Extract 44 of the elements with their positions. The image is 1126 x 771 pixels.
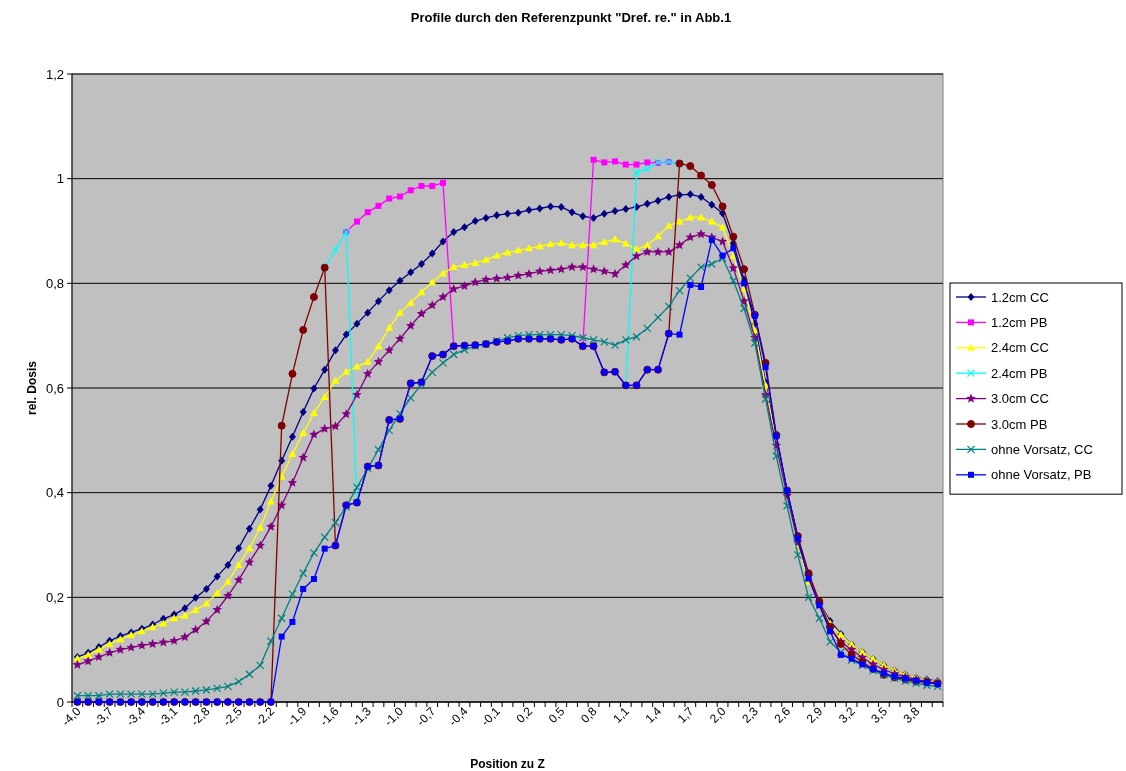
x-tick-label: 0,2 xyxy=(513,704,536,726)
x-tick-label: -1,6 xyxy=(317,704,342,729)
y-tick-label: 0 xyxy=(56,694,64,710)
x-tick-label: 3,8 xyxy=(900,704,923,726)
legend-label: 1.2cm CC xyxy=(991,289,1049,305)
x-tick-label: -3,4 xyxy=(123,704,149,729)
x-tick-label: 2,6 xyxy=(771,704,794,726)
x-tick-label: 1,4 xyxy=(642,704,665,726)
legend-label: 2.4cm CC xyxy=(991,340,1049,356)
legend-label: ohne Vorsatz, PB xyxy=(991,467,1092,483)
x-tick-label: 1,7 xyxy=(674,704,697,726)
x-tick-label: 2,0 xyxy=(706,704,729,726)
legend-label: 3.0cm CC xyxy=(991,391,1049,407)
y-tick-label: 1 xyxy=(56,171,64,187)
y-tick-label: 0,8 xyxy=(45,275,64,291)
chart-title: Profile durch den Referenzpunkt "Dref. re." in Abb.1 xyxy=(410,10,732,25)
legend-label: 3.0cm PB xyxy=(991,416,1048,432)
y-tick-label: 1,2 xyxy=(45,66,64,82)
x-tick-label: -3,1 xyxy=(155,704,181,729)
x-tick-label: -0,4 xyxy=(446,704,471,729)
x-tick-label: -1,3 xyxy=(349,704,375,729)
y-tick-label: 0,4 xyxy=(45,485,64,501)
x-tick-label: -0,1 xyxy=(478,704,504,729)
x-tick-label: -2,2 xyxy=(252,704,278,729)
x-tick-label: 2,3 xyxy=(739,704,762,726)
x-tick-label: 1,1 xyxy=(610,704,633,726)
x-tick-label: 3,5 xyxy=(868,704,891,726)
y-tick-label: 0,6 xyxy=(45,380,64,396)
legend-label: 2.4cm PB xyxy=(991,365,1048,381)
legend-label: ohne Vorsatz, CC xyxy=(991,441,1093,457)
x-tick-label: -2,8 xyxy=(188,704,213,729)
x-tick-label: 0,5 xyxy=(545,704,568,726)
x-axis-title: Position zu Z xyxy=(470,757,545,771)
x-tick-label: -1,9 xyxy=(284,704,310,729)
y-tick-label: 0,2 xyxy=(45,589,64,605)
x-tick-label: -1,0 xyxy=(381,704,407,729)
x-tick-label: 0,8 xyxy=(577,704,600,726)
x-tick-label: 2,9 xyxy=(803,704,826,726)
x-tick-label: 3,2 xyxy=(836,704,858,726)
x-tick-label: -3,7 xyxy=(91,704,116,729)
legend-label: 1.2cm PB xyxy=(991,314,1048,330)
x-tick-label: -2,5 xyxy=(220,704,246,729)
x-tick-label: -0,7 xyxy=(413,704,439,729)
y-axis-title: rel. Dosis xyxy=(25,360,39,416)
